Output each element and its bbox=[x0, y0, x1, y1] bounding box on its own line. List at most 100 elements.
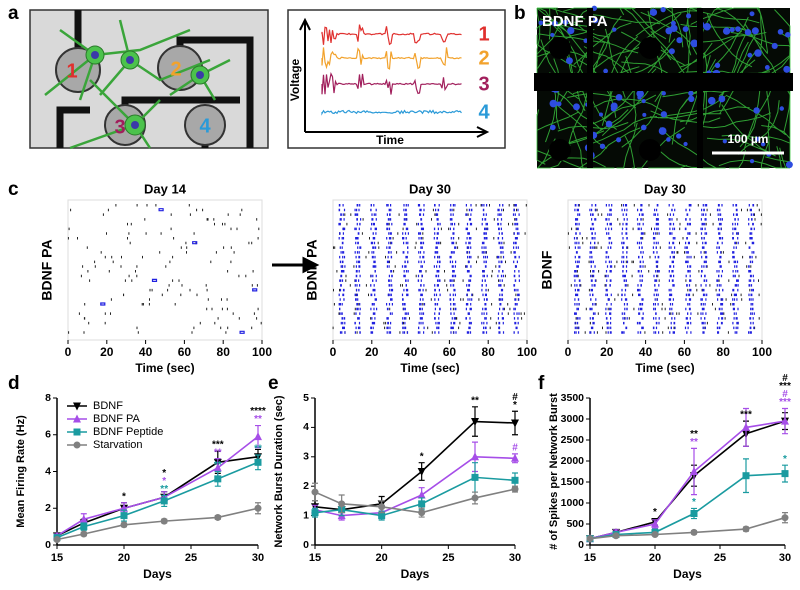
panel-label: d bbox=[8, 373, 20, 394]
significance-label: ** bbox=[160, 484, 168, 495]
x-tick-label: 0 bbox=[65, 345, 72, 359]
nucleus bbox=[703, 23, 711, 31]
marker bbox=[742, 422, 750, 431]
nucleus bbox=[556, 101, 562, 107]
y-axis-label: Network Burst Duration (sec) bbox=[273, 395, 285, 548]
nucleus bbox=[785, 31, 791, 38]
panel-label: b bbox=[514, 3, 526, 24]
marker bbox=[80, 523, 88, 531]
marker bbox=[79, 514, 88, 523]
marker bbox=[160, 517, 168, 525]
series-line bbox=[589, 516, 786, 540]
marker bbox=[586, 535, 594, 543]
x-tick-label: 20 bbox=[118, 552, 130, 564]
y-tick-label: 3 bbox=[303, 451, 309, 463]
schematic: 1 2 3 4 bbox=[29, 9, 269, 150]
x-tick-label: 60 bbox=[678, 345, 692, 359]
nucleus bbox=[783, 65, 791, 73]
marker bbox=[53, 535, 61, 543]
marker bbox=[338, 500, 346, 508]
nucleus bbox=[760, 141, 766, 147]
marker bbox=[73, 402, 81, 411]
y-tick-label: 1 bbox=[303, 509, 309, 521]
nucleus bbox=[610, 102, 618, 110]
marker bbox=[651, 519, 659, 528]
spike-raster-texture bbox=[338, 204, 520, 334]
significance-label: ** bbox=[690, 429, 698, 440]
electrode-label: 2 bbox=[170, 58, 181, 80]
significance-label: * bbox=[162, 476, 166, 487]
nucleus bbox=[682, 26, 689, 32]
chart-title: Day 14 bbox=[144, 181, 187, 196]
nucleus bbox=[649, 8, 658, 16]
series-line bbox=[56, 461, 259, 539]
panel-label: e bbox=[268, 373, 279, 394]
x-axis-label: Days bbox=[673, 567, 702, 581]
nucleus bbox=[658, 127, 667, 135]
marker bbox=[511, 485, 519, 493]
marker bbox=[73, 414, 81, 423]
nucleus bbox=[551, 20, 558, 27]
x-tick-label: 40 bbox=[404, 345, 418, 359]
marker bbox=[781, 416, 789, 425]
nucleus bbox=[592, 17, 599, 24]
nucleus bbox=[641, 99, 646, 104]
nucleus bbox=[764, 65, 770, 70]
image-label: BDNF PA bbox=[542, 13, 608, 30]
marker bbox=[254, 504, 262, 512]
marker bbox=[651, 531, 659, 538]
nucleus bbox=[615, 93, 623, 101]
marker bbox=[311, 509, 319, 517]
arrow bbox=[272, 256, 320, 274]
nucleus bbox=[598, 112, 604, 117]
nucleus bbox=[538, 20, 544, 26]
series-line bbox=[589, 420, 786, 540]
x-tick-label: 20 bbox=[100, 345, 114, 359]
marker bbox=[511, 419, 519, 428]
marker bbox=[418, 500, 426, 508]
significance-label: * bbox=[783, 454, 787, 465]
x-tick-label: 30 bbox=[779, 552, 791, 564]
marker bbox=[214, 513, 222, 521]
marker bbox=[742, 525, 750, 533]
nucleus bbox=[567, 27, 575, 35]
nucleus bbox=[603, 68, 609, 74]
y-tick-label: 3500 bbox=[561, 392, 585, 404]
significance-label: ** bbox=[214, 447, 222, 458]
y-axis-label: BDNF bbox=[539, 250, 555, 289]
x-tick-label: 30 bbox=[252, 552, 264, 564]
x-tick-label: 15 bbox=[51, 552, 63, 564]
y-axis-label: # of Spikes per Network Burst bbox=[548, 393, 560, 550]
x-tick-label: 80 bbox=[217, 345, 231, 359]
nucleus bbox=[616, 137, 622, 143]
x-tick-label: 0 bbox=[565, 345, 572, 359]
series-line bbox=[314, 420, 516, 511]
significance-label: * bbox=[122, 491, 126, 502]
nucleus bbox=[599, 143, 606, 149]
x-tick-label: 80 bbox=[482, 345, 496, 359]
nucleus bbox=[688, 90, 694, 96]
marker bbox=[80, 530, 88, 538]
nucleus bbox=[549, 99, 558, 108]
significance-label: # bbox=[512, 392, 518, 403]
electrode-label: 3 bbox=[114, 116, 125, 138]
trace-label: 1 bbox=[478, 23, 489, 45]
nucleus bbox=[771, 42, 778, 50]
significance-label: * bbox=[420, 451, 424, 462]
legend-label: BDNF bbox=[93, 400, 123, 412]
marker bbox=[781, 470, 789, 478]
nucleus bbox=[565, 57, 573, 65]
y-tick-label: 2 bbox=[45, 502, 51, 514]
x-tick-label: 100 bbox=[517, 345, 537, 359]
marker bbox=[160, 497, 168, 505]
legend-label: BDNF Peptide bbox=[93, 426, 163, 438]
significance-label: ** bbox=[690, 437, 698, 448]
y-axis-label: BDNF PA bbox=[39, 239, 55, 300]
chart-title: Day 30 bbox=[644, 181, 686, 196]
marker bbox=[690, 510, 698, 517]
x-axis-label: Time (sec) bbox=[635, 361, 694, 375]
x-tick-label: 25 bbox=[714, 552, 726, 564]
significance-label: ** bbox=[254, 414, 262, 425]
legend-label: BDNF PA bbox=[93, 413, 141, 425]
